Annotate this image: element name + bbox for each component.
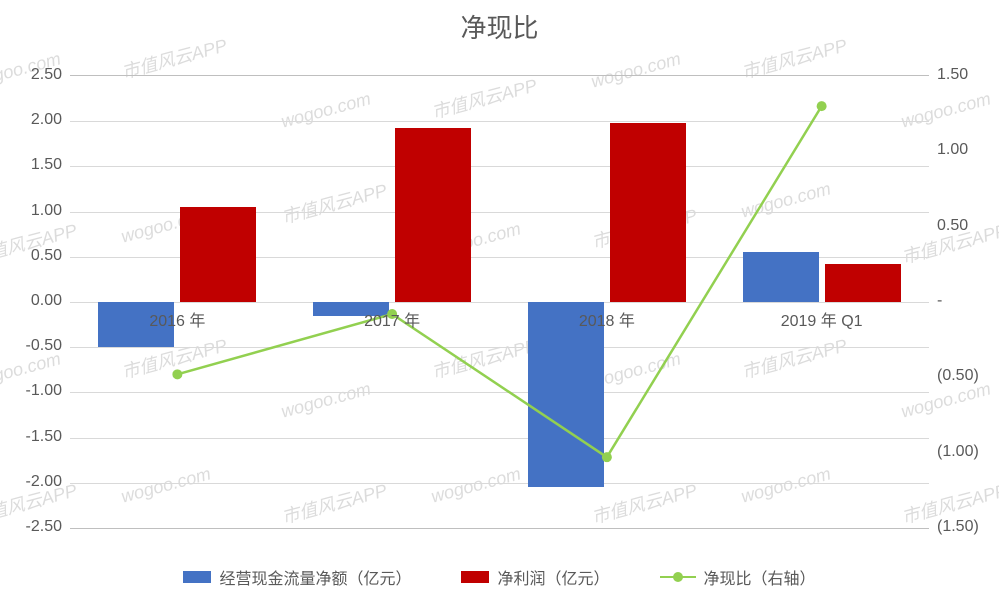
y-axis-right-label: - <box>937 292 992 310</box>
legend-swatch <box>461 571 489 583</box>
y-axis-right-label: 1.00 <box>937 141 992 159</box>
gridline <box>70 392 929 393</box>
bar-profit <box>610 123 686 302</box>
bar-profit <box>395 128 471 302</box>
line-marker <box>817 101 827 111</box>
legend-label: 净利润（亿元） <box>497 565 609 589</box>
y-axis-right-label: 0.50 <box>937 217 992 235</box>
line-marker <box>172 369 182 379</box>
gridline <box>70 438 929 439</box>
gridline <box>70 302 929 303</box>
y-axis-right-label: 1.50 <box>937 66 992 84</box>
legend-swatch <box>183 571 211 583</box>
bar-cashflow <box>743 252 819 302</box>
bar-profit <box>825 264 901 302</box>
gridline <box>70 347 929 348</box>
legend: 经营现金流量净额（亿元） 净利润（亿元） 净现比（右轴） <box>0 565 999 589</box>
legend-item-ratio: 净现比（右轴） <box>660 565 816 589</box>
chart-container: wogoo.com 市值风云APP wogoo.com 市值风云APP wogo… <box>0 0 999 599</box>
chart-title: 净现比 <box>0 8 999 45</box>
x-axis-label: 2016 年 <box>149 307 205 331</box>
y-axis-right-label: (1.00) <box>937 443 992 461</box>
y-axis-left-label: 2.50 <box>7 66 62 84</box>
y-axis-left-label: -2.50 <box>7 518 62 536</box>
legend-item-profit: 净利润（亿元） <box>461 565 609 589</box>
y-axis-left-label: 0.00 <box>7 292 62 310</box>
y-axis-left-label: -1.50 <box>7 428 62 446</box>
y-axis-left-label: -2.00 <box>7 473 62 491</box>
gridline <box>70 483 929 484</box>
legend-line <box>660 576 696 578</box>
x-axis-label: 2018 年 <box>579 307 635 331</box>
y-axis-right-label: (0.50) <box>937 367 992 385</box>
gridline <box>70 166 929 167</box>
x-axis-label: 2019 年 Q1 <box>781 307 863 331</box>
y-axis-left-label: 1.50 <box>7 156 62 174</box>
legend-label: 净现比（右轴） <box>704 565 816 589</box>
y-axis-left-label: -0.50 <box>7 337 62 355</box>
y-axis-left-label: 0.50 <box>7 247 62 265</box>
legend-item-cashflow: 经营现金流量净额（亿元） <box>183 565 411 589</box>
y-axis-left-label: -1.00 <box>7 382 62 400</box>
y-axis-left-label: 2.00 <box>7 111 62 129</box>
y-axis-right-label: (1.50) <box>937 518 992 536</box>
line-ratio <box>177 106 821 457</box>
legend-label: 经营现金流量净额（亿元） <box>219 565 411 589</box>
bar-profit <box>180 207 256 302</box>
x-axis-label: 2017 年 <box>364 307 420 331</box>
legend-marker <box>673 572 683 582</box>
y-axis-left-label: 1.00 <box>7 202 62 220</box>
plot-area <box>70 75 929 529</box>
gridline <box>70 121 929 122</box>
